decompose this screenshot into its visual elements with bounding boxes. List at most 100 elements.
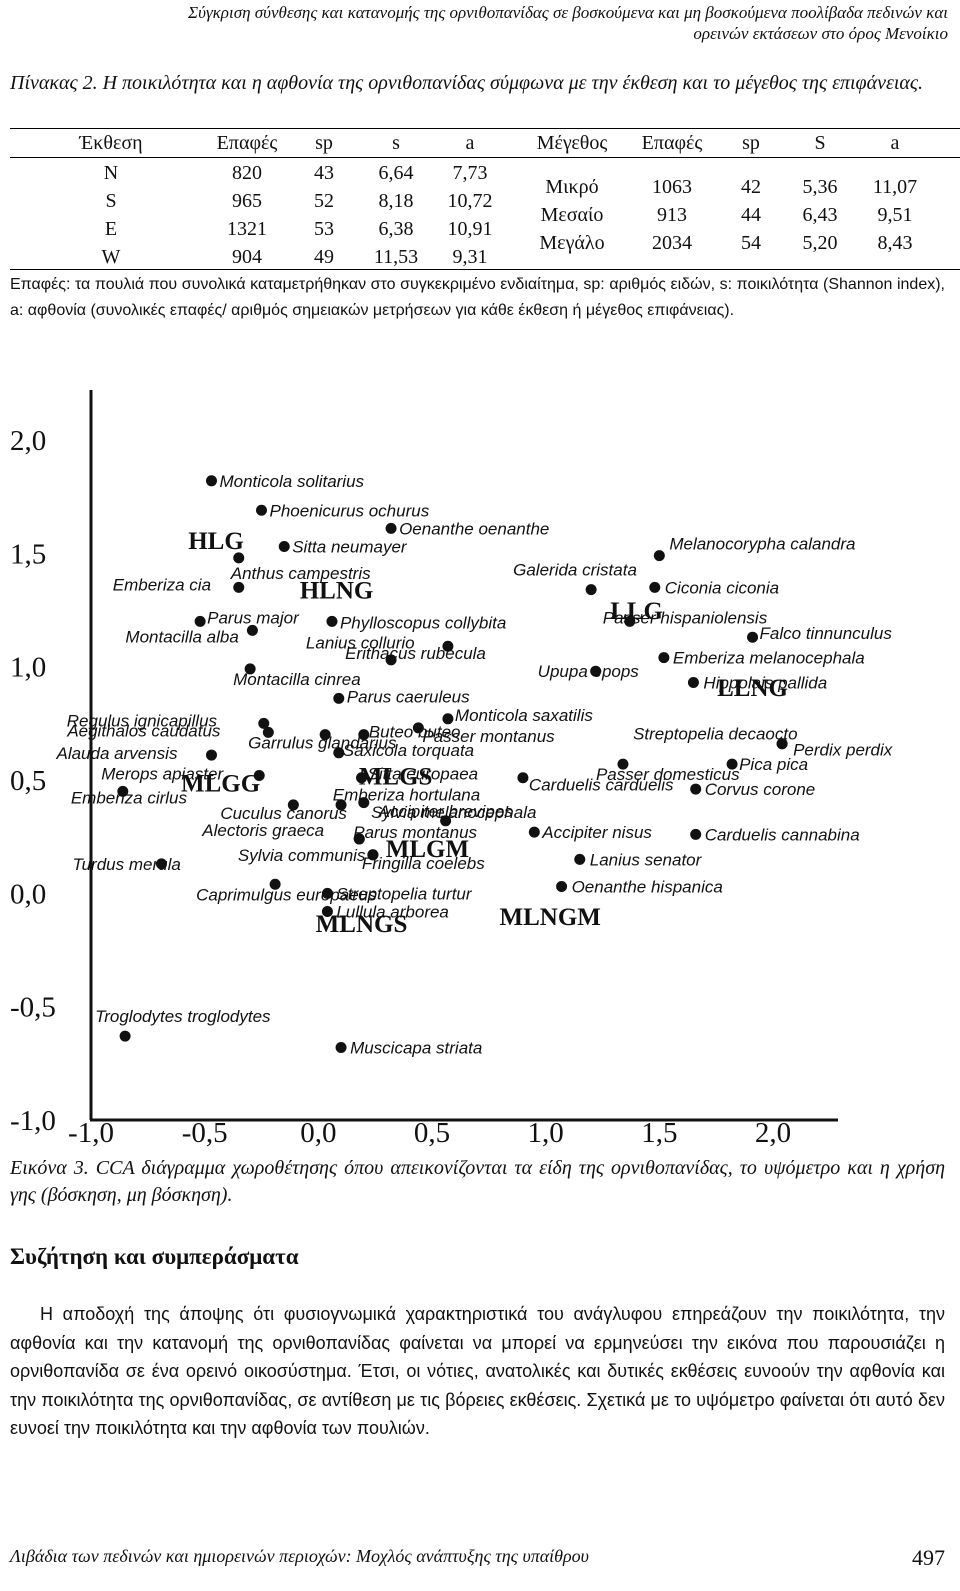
group-label: MLGG (181, 770, 260, 797)
point-label: Accipiter brevipes (378, 802, 514, 821)
point-label: Garrulus glandarius (248, 734, 397, 753)
point-label: Cuculus canorus (220, 804, 347, 823)
point-label: Phoenicurus ochurus (270, 501, 430, 520)
data-point (358, 729, 370, 741)
data-point (262, 726, 274, 738)
group-label: LLG (610, 598, 663, 625)
y-tick-label: 1,5 (10, 538, 46, 570)
data-point (335, 1041, 347, 1053)
point-label: Aegithalos caudatus (66, 721, 221, 740)
table-cell: 913 (657, 204, 687, 226)
point-label: Alectoris graeca (201, 821, 324, 840)
data-point (385, 522, 397, 534)
data-point (205, 749, 217, 761)
page-number: 497 (912, 1545, 945, 1570)
point-label: Caprimulgus europaeus (196, 885, 377, 904)
data-point (653, 550, 665, 562)
table-header-rule (10, 157, 960, 158)
data-point (367, 849, 379, 861)
point-label: Lanius collurio (306, 633, 415, 652)
footer-text: Λιβάδια των πεδινών και ημιορεινών περιο… (10, 1546, 589, 1566)
group-label: LLNG (717, 675, 788, 702)
table-cell: 904 (232, 246, 262, 268)
data-point (358, 797, 370, 809)
point-label: Regulus ignicapillus (67, 711, 218, 730)
data-point (269, 878, 281, 890)
data-point (747, 631, 759, 643)
data-point (624, 615, 636, 627)
point-label: Emberiza melanocephala (673, 649, 865, 668)
table-header-cell: sp (742, 132, 760, 154)
cca-plot-svg: 2,0 1,5 1,0 0,5 0,0 -0,5 -1,0 -1,0 -0,5 0,0 0,5 1,0… (10, 390, 893, 1149)
table-bottom-rule (10, 269, 960, 270)
point-label: Galerida cristata (513, 561, 637, 580)
point-label: Streptopelia decaocto (633, 725, 797, 744)
point-label: Carduelis carduelis (529, 776, 674, 795)
data-point (412, 722, 424, 734)
table-cell: 11,07 (872, 176, 918, 198)
table-cell: 1063 (652, 176, 692, 198)
point-label: Falco tinnunculus (760, 624, 893, 643)
point-label: Phylloscopus collybita (340, 613, 506, 632)
table-cell: 53 (314, 218, 334, 240)
table-cell: 820 (232, 162, 262, 184)
table-cell: 49 (314, 246, 334, 268)
data-point (353, 833, 365, 845)
table-cell: 52 (314, 190, 334, 212)
data-point (117, 785, 129, 797)
point-label: Lanius senator (590, 850, 703, 869)
table-cell: 5,36 (802, 176, 838, 198)
point-label: Perdix perdix (793, 741, 893, 760)
data-point (590, 665, 602, 677)
x-tick-label: 1,0 (528, 1117, 564, 1149)
point-label: Accipiter nisus (541, 823, 652, 842)
data-point (649, 581, 661, 593)
data-point (246, 624, 258, 636)
point-label: Carduelis cannabina (705, 825, 860, 844)
point-label: Montacilla alba (125, 627, 238, 646)
point-label: Anthus campestris (230, 564, 371, 583)
data-point (442, 713, 454, 725)
data-point (617, 758, 629, 770)
figure-caption: Εικόνα 3. CCA διάγραμμα χωροθέτησης όπου… (10, 1157, 945, 1206)
x-tick-label: 0,5 (414, 1117, 450, 1149)
data-point (256, 504, 267, 516)
table-header-cell: Μέγεθος (536, 132, 608, 154)
data-point (321, 905, 333, 917)
table-cell: 9,51 (877, 204, 913, 226)
table-header-cell: S (814, 132, 826, 154)
point-label: Upupa epops (538, 662, 640, 681)
group-label: MLNGS (316, 911, 408, 938)
data-point (319, 729, 331, 741)
point-label: Erithacus rubecula (345, 644, 486, 663)
table-cell: 6,43 (802, 204, 838, 226)
y-tick-label: 0,0 (10, 878, 46, 910)
table-cell: 8,18 (378, 190, 414, 212)
point-label: Hippolais pallida (703, 674, 827, 693)
point-label: Parus caeruleus (347, 687, 470, 706)
section-paragraph: Η αποδοχή της άποψης ότι φυσιογνωμικά χα… (10, 1304, 945, 1438)
table-cell: E (104, 218, 118, 240)
group-label: MLGS (359, 764, 433, 791)
data-point (517, 772, 529, 784)
table-cell: 9,31 (452, 246, 488, 268)
table-header-cell: a (465, 132, 475, 154)
data-point (356, 772, 368, 784)
group-label: MLGM (386, 836, 469, 863)
point-label: Monticola solitarius (219, 472, 364, 491)
point-label: Sitta neumayer (292, 538, 408, 557)
data-point (233, 552, 245, 564)
table-cell: 2034 (652, 232, 692, 254)
data-point (194, 615, 206, 627)
point-label: Troglodytes troglodytes (95, 1007, 271, 1026)
data-point (776, 738, 788, 750)
table-header-cell: sp (315, 132, 333, 154)
point-label: Sylvia communis (238, 846, 366, 865)
table-header-cell: Επαφές (216, 132, 278, 154)
y-tick-label: 0,5 (10, 765, 46, 797)
table-header-cell: a (890, 132, 900, 154)
table-header-cell: s (392, 132, 400, 154)
table-cell: N (103, 162, 119, 184)
point-label: Emberiza cia (113, 575, 211, 594)
point-label: Turdus merula (72, 855, 180, 874)
